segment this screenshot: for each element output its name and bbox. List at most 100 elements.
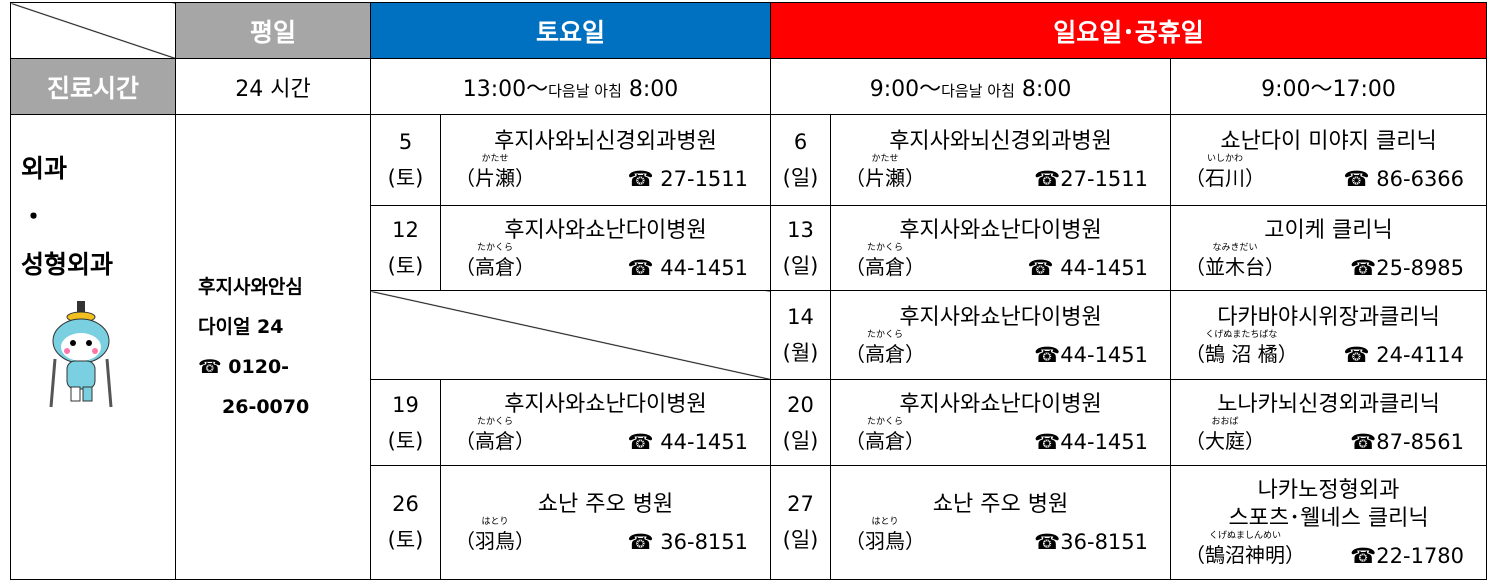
area-name: （羽鳥） <box>455 529 535 553</box>
hospital-info: （高倉）たかくら☎ 44-1451 <box>441 251 770 280</box>
area-reading: たかくら <box>845 327 925 340</box>
hours-note: 다음날 아침 <box>941 82 1015 100</box>
date: 12 <box>371 212 440 248</box>
area-reading: かたせ <box>845 151 925 164</box>
weekday-service: 다이얼 24 <box>198 307 370 347</box>
area-name: （高倉） <box>455 255 535 279</box>
hospital-name: 나카노정형외과 <box>1171 477 1486 505</box>
area-name: （片瀬） <box>845 166 925 190</box>
hospital-info: （高倉）たかくら☎44-1451 <box>831 425 1170 454</box>
weekday-hours: 24 시간 <box>176 59 371 114</box>
area: （高倉）たかくら <box>845 425 925 454</box>
hospital-info: （並木台）なみきだい☎25-8985 <box>1171 251 1486 280</box>
page: 평일 토요일 일요일･공휴일 진료시간 24 시간 13:00～다음날 아침 8… <box>0 0 1496 583</box>
weekday-service: 후지사와안심 <box>198 267 370 307</box>
area: （片瀬）かたせ <box>455 162 535 191</box>
phone: ☎ 44-1451 <box>627 430 748 454</box>
area: （石川）いしかわ <box>1185 162 1265 191</box>
phone: ☎ 44-1451 <box>1027 256 1148 280</box>
hospital-info: （高倉）たかくら ☎ 44-1451 <box>831 251 1170 280</box>
mascot-icon <box>41 299 121 409</box>
weekday: (일) <box>771 423 830 459</box>
area-name: （高倉） <box>845 255 925 279</box>
hospital-info: （片瀬）かたせ ☎ 27-1511 <box>441 162 770 191</box>
weekday: (일) <box>771 160 830 196</box>
area-name: （鵠 沼 橘） <box>1185 342 1298 366</box>
weekday: (일) <box>771 522 830 558</box>
phone: ☎44-1451 <box>1034 343 1148 367</box>
date: 5 <box>371 124 440 160</box>
hospital-cell: 다카바야시위장과클리닉（鵠 沼 橘）くげぬまたちばな☎ 24-4114 <box>1171 291 1487 380</box>
date: 6 <box>771 124 830 160</box>
hospital-cell: 고이케 클리닉（並木台）なみきだい☎25-8985 <box>1171 205 1487 291</box>
area: （高倉）たかくら <box>845 251 925 280</box>
area-reading: たかくら <box>845 414 925 427</box>
hours-end: 8:00 <box>1022 77 1071 102</box>
phone: ☎ 36-8151 <box>627 530 748 554</box>
area-name: （高倉） <box>845 429 925 453</box>
weekday: (일) <box>771 248 830 284</box>
weekday: (토) <box>371 423 440 459</box>
hospital-info: （羽鳥）はとり☎36-8151 <box>831 525 1170 554</box>
phone: ☎25-8985 <box>1350 256 1464 280</box>
area-reading: くげぬまたちばな <box>1185 327 1298 340</box>
area-name: （鵠沼神明） <box>1185 543 1305 567</box>
area-reading: たかくら <box>455 414 535 427</box>
hospital-info: （大庭）おおば ☎87-8561 <box>1171 425 1486 454</box>
area: （高倉）たかくら <box>455 425 535 454</box>
sunday-header: 일요일･공휴일 <box>771 3 1487 59</box>
phone: ☎87-8561 <box>1350 430 1464 454</box>
department: 외과 <box>21 145 175 193</box>
area-reading: くげぬましんめい <box>1185 528 1305 541</box>
hospital-info: （片瀬）かたせ ☎27-1511 <box>831 162 1170 191</box>
area-reading: たかくら <box>845 240 925 253</box>
hospital-info: （石川）いしかわ☎ 86-6366 <box>1171 162 1486 191</box>
area-name: （片瀬） <box>455 166 535 190</box>
hospital-cell: 후지사와쇼난다이병원（高倉）たかくら☎ 44-1451 <box>831 205 1171 291</box>
weekday: (월) <box>771 335 830 371</box>
hours-end: 8:00 <box>629 77 678 102</box>
hours-note: 다음날 아침 <box>548 82 622 100</box>
saturday-hours: 13:00～다음날 아침 8:00 <box>371 59 771 114</box>
date-cell: 13(일) <box>771 205 831 291</box>
area-name: （石川） <box>1185 166 1265 190</box>
holiday-hours: 9:00～17:00 <box>1171 59 1487 114</box>
area-name: （羽鳥） <box>845 529 925 553</box>
hospital-cell: 노나카뇌신경외과클리닉（大庭）おおば☎87-8561 <box>1171 380 1487 466</box>
weekday: (토) <box>371 160 440 196</box>
hospital-cell: 후지사와쇼난다이병원（高倉）たかくら☎44-1451 <box>831 380 1171 466</box>
phone: ☎36-8151 <box>1034 530 1148 554</box>
hospital-cell: 후지사와뇌신경외과병원（片瀬）かたせ☎ 27-1511 <box>441 114 771 205</box>
hospital-info: （高倉）たかくら ☎ 44-1451 <box>441 425 770 454</box>
area-reading: かたせ <box>455 151 535 164</box>
header-row: 평일 토요일 일요일･공휴일 <box>11 3 1487 59</box>
empty-cell <box>371 291 771 380</box>
area: （片瀬）かたせ <box>845 162 925 191</box>
area: （大庭）おおば <box>1185 425 1265 454</box>
area: （高倉）たかくら <box>845 338 925 367</box>
hospital-cell: 후지사와쇼난다이병원（高倉）たかくら☎ 44-1451 <box>441 205 771 291</box>
phone: ☎ 24-4114 <box>1343 343 1464 367</box>
area: （鵠 沼 橘）くげぬまたちばな <box>1185 338 1298 367</box>
phone: ☎22-1780 <box>1350 544 1464 568</box>
hours-start: 13:00～ <box>463 77 548 102</box>
hospital-info: （羽鳥）はとり☎ 36-8151 <box>441 525 770 554</box>
phone: ☎ 27-1511 <box>627 167 748 191</box>
area-reading: たかくら <box>455 240 535 253</box>
hospital-info: （鵠沼神明）くげぬましんめい☎22-1780 <box>1171 539 1486 568</box>
hospital-cell: 후지사와쇼난다이병원（高倉）たかくら☎44-1451 <box>831 291 1171 380</box>
date-cell: 6(일) <box>771 114 831 205</box>
area-name: （高倉） <box>455 429 535 453</box>
date-cell: 14(월) <box>771 291 831 380</box>
area-reading: なみきだい <box>1185 240 1285 253</box>
mascot <box>21 289 175 425</box>
phone: ☎27-1511 <box>1034 167 1148 191</box>
area-reading: おおば <box>1185 414 1265 427</box>
date: 13 <box>771 212 830 248</box>
weekday: (토) <box>371 522 440 558</box>
hospital-cell: 쇼난 주오 병원（羽鳥）はとり☎36-8151 <box>831 465 1171 579</box>
date-cell: 19(토) <box>371 380 441 466</box>
date-cell: 5(토) <box>371 114 441 205</box>
